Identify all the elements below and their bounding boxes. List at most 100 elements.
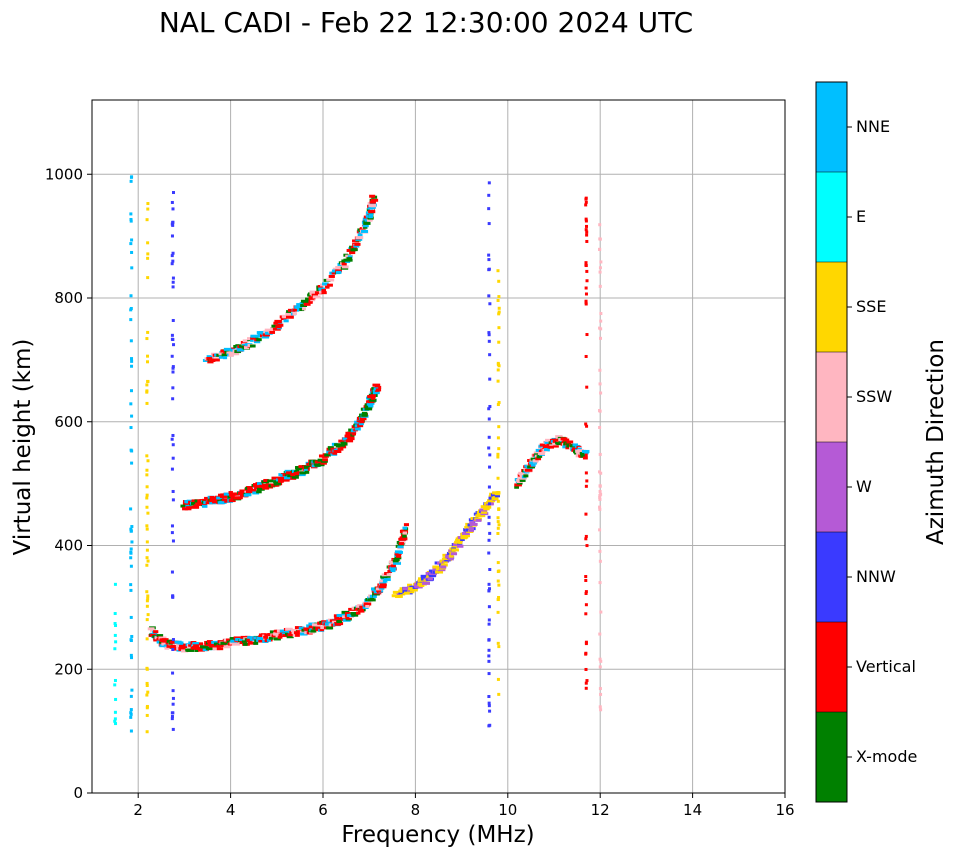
echo-point xyxy=(358,422,364,426)
echo-point xyxy=(488,502,494,506)
echo-point xyxy=(129,653,133,657)
echo-point xyxy=(403,523,409,527)
y-tick-label: 400 xyxy=(54,537,83,555)
echo-point xyxy=(497,312,501,316)
echo-point xyxy=(300,304,307,308)
axis-ticks: 2 4 6 8 10 12 14 16 0 200 400 600 800 1000 xyxy=(45,165,795,819)
echo-point xyxy=(458,540,463,544)
echo-point xyxy=(363,225,368,229)
echo-point xyxy=(514,483,522,487)
echo-point xyxy=(170,333,174,337)
echo-point xyxy=(497,507,501,511)
echo-point xyxy=(496,641,500,645)
echo-point xyxy=(519,478,526,482)
echo-point xyxy=(211,358,220,362)
echo-point xyxy=(363,602,372,606)
echo-point xyxy=(145,681,149,685)
y-tick-label: 800 xyxy=(54,289,83,307)
echo-point xyxy=(180,649,189,653)
echo-point xyxy=(171,280,175,284)
echo-point xyxy=(303,468,308,472)
echo-point xyxy=(129,694,133,698)
echo-point xyxy=(146,559,150,563)
echo-point xyxy=(547,445,554,449)
echo-point xyxy=(171,285,175,289)
chart-title: NAL CADI - Feb 22 12:30:00 2024 UTC xyxy=(159,6,693,39)
echo-point xyxy=(130,357,134,361)
echo-point xyxy=(283,319,289,323)
echo-point xyxy=(460,538,465,542)
echo-point xyxy=(204,642,211,646)
echo-point xyxy=(188,643,194,647)
echo-point xyxy=(585,230,589,234)
echo-point xyxy=(228,491,233,495)
echo-point xyxy=(268,636,274,640)
colorbar-swatch xyxy=(816,82,847,172)
echo-point xyxy=(584,534,588,538)
echo-point xyxy=(309,290,318,294)
echo-point xyxy=(213,499,219,503)
echo-point xyxy=(145,713,149,717)
echo-point xyxy=(130,461,134,465)
echo-point xyxy=(193,504,199,508)
echo-point xyxy=(497,340,501,344)
echo-point xyxy=(332,267,339,271)
echo-point xyxy=(598,632,602,636)
echo-point xyxy=(350,246,357,250)
echo-point xyxy=(584,578,588,582)
echo-point xyxy=(584,228,588,232)
echo-point xyxy=(435,570,444,574)
echo-point xyxy=(247,337,253,341)
echo-point xyxy=(488,567,492,571)
echo-point xyxy=(496,677,500,681)
echo-point xyxy=(146,256,150,260)
echo-point xyxy=(171,259,175,263)
echo-point xyxy=(230,639,238,643)
echo-point xyxy=(146,690,150,694)
colorbar-label: Azimuth Direction xyxy=(923,339,949,545)
echo-point xyxy=(179,643,185,647)
echo-point xyxy=(487,417,491,421)
echo-point xyxy=(355,611,361,615)
echo-point xyxy=(324,453,332,457)
x-tick-label: 16 xyxy=(775,801,794,819)
echo-point xyxy=(129,715,133,719)
echo-point xyxy=(146,597,150,601)
echo-point xyxy=(145,540,149,544)
echo-point xyxy=(584,219,588,223)
echo-point xyxy=(488,723,492,727)
echo-point xyxy=(328,274,335,278)
echo-point xyxy=(598,581,602,585)
echo-point xyxy=(216,353,225,357)
echo-point xyxy=(426,575,432,579)
echo-point xyxy=(598,497,602,501)
echo-point xyxy=(237,496,243,500)
echo-point xyxy=(334,449,342,453)
echo-point xyxy=(228,353,234,357)
echo-point xyxy=(194,646,202,650)
echo-point xyxy=(246,638,253,642)
echo-point xyxy=(265,483,271,487)
echo-point xyxy=(279,629,284,633)
echo-point xyxy=(145,485,149,489)
echo-point xyxy=(145,473,149,477)
echo-point xyxy=(286,635,294,639)
echo-point xyxy=(170,200,174,204)
echo-point xyxy=(445,553,451,557)
echo-point xyxy=(292,308,297,312)
echo-point xyxy=(496,490,500,494)
echo-point xyxy=(454,540,462,544)
echo-point xyxy=(584,292,588,296)
echo-point xyxy=(496,597,500,601)
echo-point xyxy=(357,604,363,608)
echo-point xyxy=(162,639,168,643)
echo-point xyxy=(221,353,230,357)
echo-point xyxy=(334,616,340,620)
echo-point xyxy=(320,626,326,630)
echo-point xyxy=(360,229,369,233)
echo-point xyxy=(386,573,392,577)
echo-point xyxy=(129,638,133,642)
echo-point xyxy=(402,526,408,530)
echo-point xyxy=(300,632,308,636)
echo-point xyxy=(598,237,602,241)
